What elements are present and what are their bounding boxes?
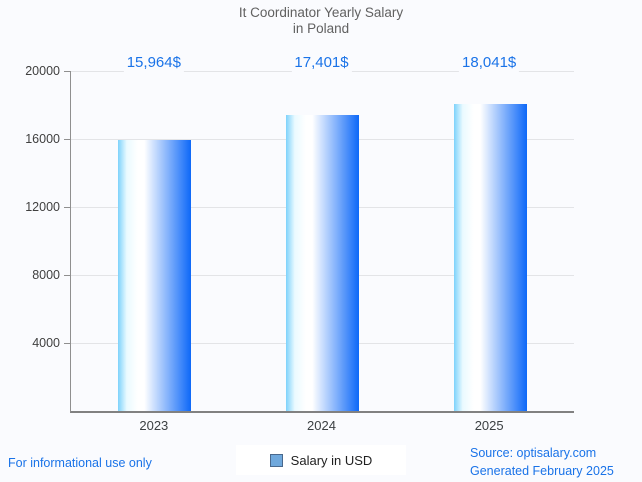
bar-2024[interactable] <box>286 115 359 411</box>
x-axis-label-2024: 2024 <box>307 418 336 433</box>
chart-title-line2: in Poland <box>292 21 350 36</box>
x-axis-label-2025: 2025 <box>474 418 504 433</box>
chart-title-line1: It Coordinator Yearly Salary <box>238 5 404 20</box>
y-axis-tick <box>64 207 70 208</box>
y-axis-label: 20000 <box>25 64 60 78</box>
bar-value-label-2023: 15,964$ <box>123 54 184 72</box>
chart-title: It Coordinator Yearly Salary in Poland <box>0 5 642 37</box>
y-axis-label: 16000 <box>25 132 60 146</box>
bar-2023[interactable] <box>118 139 192 411</box>
source-line1: Source: optisalary.com <box>470 446 597 460</box>
legend-swatch-icon <box>269 453 283 467</box>
bar-value-label-2025: 18,041$ <box>459 54 520 72</box>
y-axis-label: 4000 <box>32 336 60 350</box>
source-text: Source: optisalary.com Generated Februar… <box>470 444 614 480</box>
y-axis-tick <box>64 139 70 140</box>
legend-label: Salary in USD <box>290 452 373 468</box>
y-axis-tick <box>64 343 70 344</box>
y-axis-label: 8000 <box>32 268 60 282</box>
source-line2: Generated February 2025 <box>470 464 614 478</box>
y-axis-tick <box>64 275 70 276</box>
disclaimer-text: For informational use only <box>8 456 152 470</box>
bar-2025[interactable] <box>453 104 527 411</box>
legend: Salary in USD <box>236 445 406 475</box>
y-axis-label: 12000 <box>25 200 60 214</box>
bar-value-label-2024: 17,401$ <box>291 54 352 72</box>
x-axis-label-2023: 2023 <box>139 418 169 433</box>
y-axis-tick <box>64 71 70 72</box>
plot-area <box>64 71 574 413</box>
